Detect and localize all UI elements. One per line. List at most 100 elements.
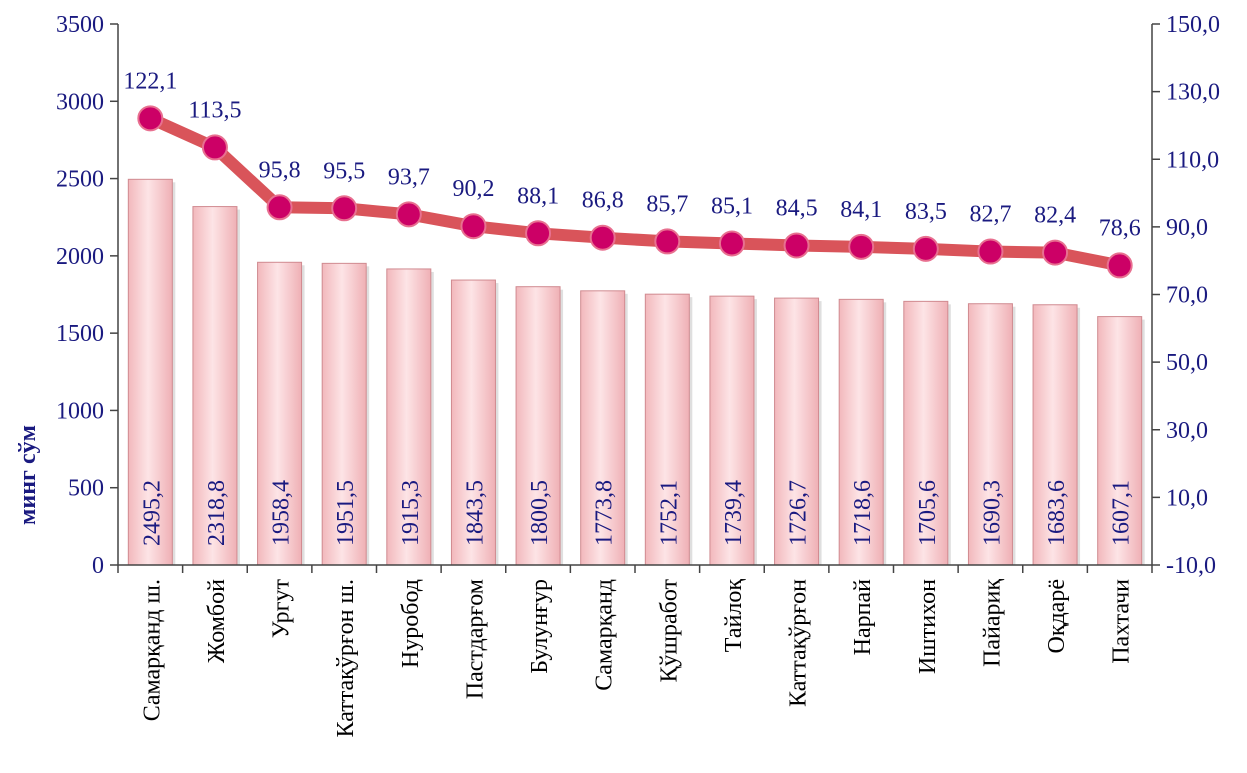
category-label: Оқдарё — [1044, 579, 1070, 654]
line-value-label: 95,8 — [259, 157, 301, 183]
bar-value-label: 1718,6 — [850, 480, 876, 546]
category-label: Иштихон — [915, 579, 941, 674]
bar-value-label: 1958,4 — [269, 480, 295, 546]
category-label: Булунғур — [527, 579, 553, 674]
line-point — [1042, 239, 1069, 266]
category-label: Каттақўрғон ш. — [333, 579, 359, 737]
line-value-label: 122,1 — [123, 68, 177, 94]
bar-value-label: 1951,5 — [333, 480, 359, 546]
line-point — [718, 230, 745, 257]
line-point — [331, 195, 358, 222]
line-value-label: 86,8 — [582, 188, 624, 214]
line-value-label: 95,5 — [323, 158, 365, 184]
right-tick-label: 110,0 — [1166, 147, 1219, 173]
right-tick-label: 30,0 — [1166, 418, 1208, 444]
right-tick-label: 10,0 — [1166, 485, 1208, 511]
bar-value-labels: 2495,2 2318,8 1958,4 1951,5 1915,3 1843,5 1800… — [139, 480, 1134, 546]
line-point — [589, 224, 616, 251]
line-point — [1106, 252, 1133, 279]
bar-value-label: 1843,5 — [462, 480, 488, 546]
line-value-label: 84,5 — [776, 195, 818, 221]
bar-value-label: 2495,2 — [139, 480, 165, 546]
line-value-label: 88,1 — [517, 183, 559, 209]
bar — [450, 279, 496, 566]
category-label: Тайлоқ — [721, 579, 747, 653]
bar-value-label: 1607,1 — [1109, 480, 1135, 546]
bar-series — [127, 178, 1145, 566]
category-label: Самарқанд — [592, 579, 618, 691]
bar — [321, 262, 367, 566]
line-point — [912, 235, 939, 262]
bar-value-label: 1739,4 — [721, 480, 747, 546]
bar-value-label: 1915,3 — [398, 480, 424, 546]
line-value-label: 78,6 — [1099, 215, 1141, 241]
bar — [709, 295, 755, 566]
line-value-label: 113,5 — [188, 97, 241, 123]
right-y-axis: -10,0 10,0 30,0 50,0 70,0 90,0 110,0 130,0 150,0 — [1151, 12, 1220, 579]
right-tick-label: 70,0 — [1166, 283, 1208, 309]
bar — [1097, 316, 1143, 566]
left-tick-label: 0 — [92, 553, 104, 579]
bar-value-label: 1683,6 — [1044, 480, 1070, 546]
right-tick-label: 50,0 — [1166, 350, 1208, 376]
line-point — [201, 134, 228, 161]
left-tick-label: 2500 — [56, 167, 104, 193]
line-value-label: 84,1 — [840, 197, 882, 223]
bar-value-label: 1690,3 — [979, 480, 1005, 546]
left-tick-label: 3000 — [56, 89, 104, 115]
category-label: Қўшработ — [656, 578, 682, 682]
line-point — [460, 213, 487, 240]
line-point — [137, 105, 164, 132]
left-y-axis: 0 500 1000 1500 2000 2500 3000 3500 — [56, 12, 119, 579]
category-label: Нарпай — [850, 579, 876, 655]
left-tick-label: 2000 — [56, 244, 104, 270]
bar — [580, 290, 626, 566]
line-value-label: 82,4 — [1034, 203, 1076, 229]
line-point — [266, 194, 293, 221]
category-label: Пахтачи — [1109, 579, 1135, 664]
bar — [838, 298, 884, 566]
series-line — [144, 112, 1126, 272]
bar — [1032, 304, 1078, 566]
bar — [774, 297, 820, 566]
bar — [386, 268, 432, 566]
line-value-labels: 122,1 113,5 95,8 95,5 93,7 90,2 88,1 86,8 85,7 85… — [123, 68, 1140, 241]
line-point — [395, 201, 422, 228]
line-point — [654, 228, 681, 255]
left-tick-label: 500 — [68, 476, 104, 502]
bar-value-label: 1705,6 — [915, 480, 941, 546]
left-tick-label: 1500 — [56, 321, 104, 347]
line-series — [137, 105, 1133, 279]
right-tick-label: 90,0 — [1166, 215, 1208, 241]
right-tick-label: 150,0 — [1166, 12, 1220, 38]
category-label: Нуробод — [398, 579, 424, 668]
x-axis: Самарқанд ш. Жомбой Ургут Каттақўрғон ш. Нур… — [117, 564, 1153, 737]
line-value-label: 82,7 — [969, 202, 1011, 228]
line-value-label: 83,5 — [905, 199, 947, 225]
category-label: Каттақўрғон — [786, 579, 812, 707]
line-point — [848, 233, 875, 260]
line-point — [525, 220, 552, 247]
category-label: Самарқанд ш. — [139, 579, 165, 721]
bar — [967, 303, 1013, 566]
y-axis-label: минг сўм — [15, 425, 41, 525]
line-value-label: 93,7 — [388, 164, 430, 190]
category-label: Жомбой — [204, 579, 230, 663]
right-tick-label: 130,0 — [1166, 80, 1220, 106]
bar-value-label: 1800,5 — [527, 480, 553, 546]
right-tick-label: -10,0 — [1166, 553, 1216, 579]
category-label: Пастдарғом — [462, 579, 488, 699]
line-value-label: 85,1 — [711, 193, 753, 219]
left-tick-label: 3500 — [56, 12, 104, 38]
bar — [903, 300, 949, 566]
line-point — [977, 238, 1004, 265]
category-label: Ургут — [269, 578, 295, 638]
bar-value-label: 2318,8 — [204, 480, 230, 546]
bar-value-label: 1752,1 — [656, 480, 682, 546]
line-value-label: 85,7 — [646, 191, 688, 217]
category-label: Пайариқ — [979, 579, 1005, 667]
bar — [644, 293, 690, 566]
bar-value-label: 1773,8 — [592, 480, 618, 546]
bar-value-label: 1726,7 — [786, 480, 812, 546]
